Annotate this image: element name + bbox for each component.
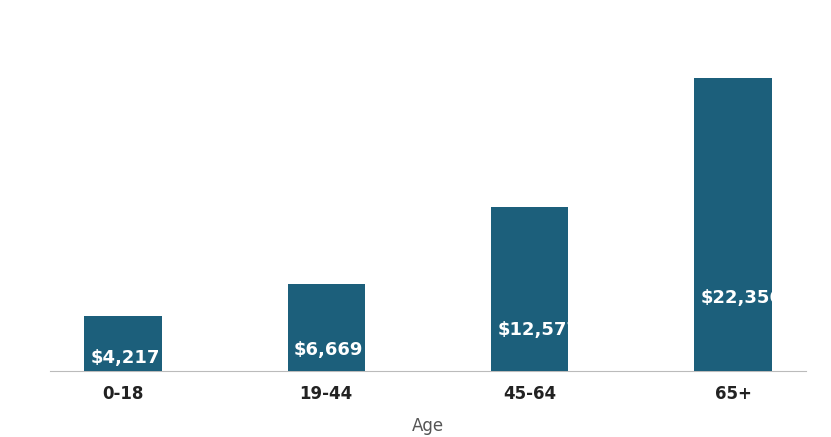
Bar [491, 207, 568, 371]
Text: $22,356: $22,356 [701, 289, 783, 307]
X-axis label: Age: Age [412, 417, 444, 435]
Text: $4,217: $4,217 [91, 349, 160, 367]
Text: $12,577: $12,577 [497, 321, 579, 339]
Bar [695, 78, 772, 371]
Bar [84, 316, 161, 371]
Bar [288, 284, 365, 371]
Text: $6,669: $6,669 [294, 340, 363, 359]
